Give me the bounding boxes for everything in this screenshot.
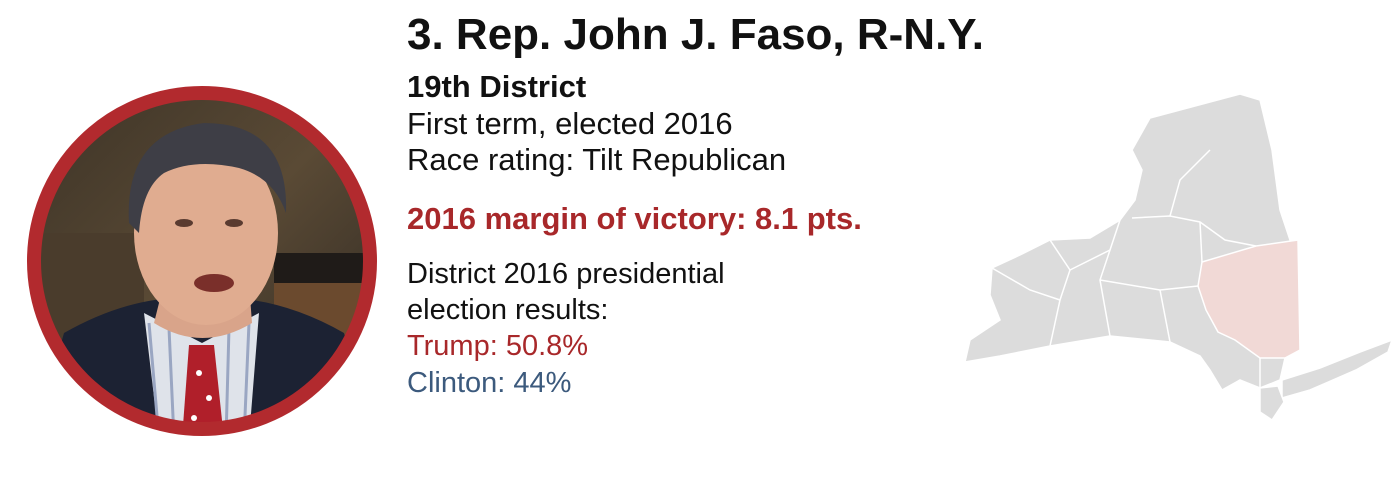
results-heading: District 2016 presidential election resu… [407,256,967,328]
long-island [1281,338,1394,399]
term-text: First term, elected 2016 [407,106,733,141]
results-heading-line1: District 2016 presidential [407,258,725,290]
district-label: 19th District [407,69,587,104]
clinton-result: Clinton: 44% [407,367,572,399]
page-title: 3. Rep. John J. Faso, R-N.Y. [407,10,985,59]
nyc-area [1259,385,1285,422]
portrait-photo [24,83,380,439]
district-map [960,90,1396,430]
race-rating: Race rating: Tilt Republican [407,142,787,177]
results-heading-line2: election results: [407,294,609,326]
trump-result: Trump: 50.8% [407,330,589,362]
candidate-info: 3. Rep. John J. Faso, R-N.Y. 19th Distri… [407,8,985,402]
margin-of-victory: 2016 margin of victory: 8.1 pts. [407,201,862,236]
congressman-photo-icon [27,86,377,436]
new-york-state-map-icon [964,93,1394,422]
